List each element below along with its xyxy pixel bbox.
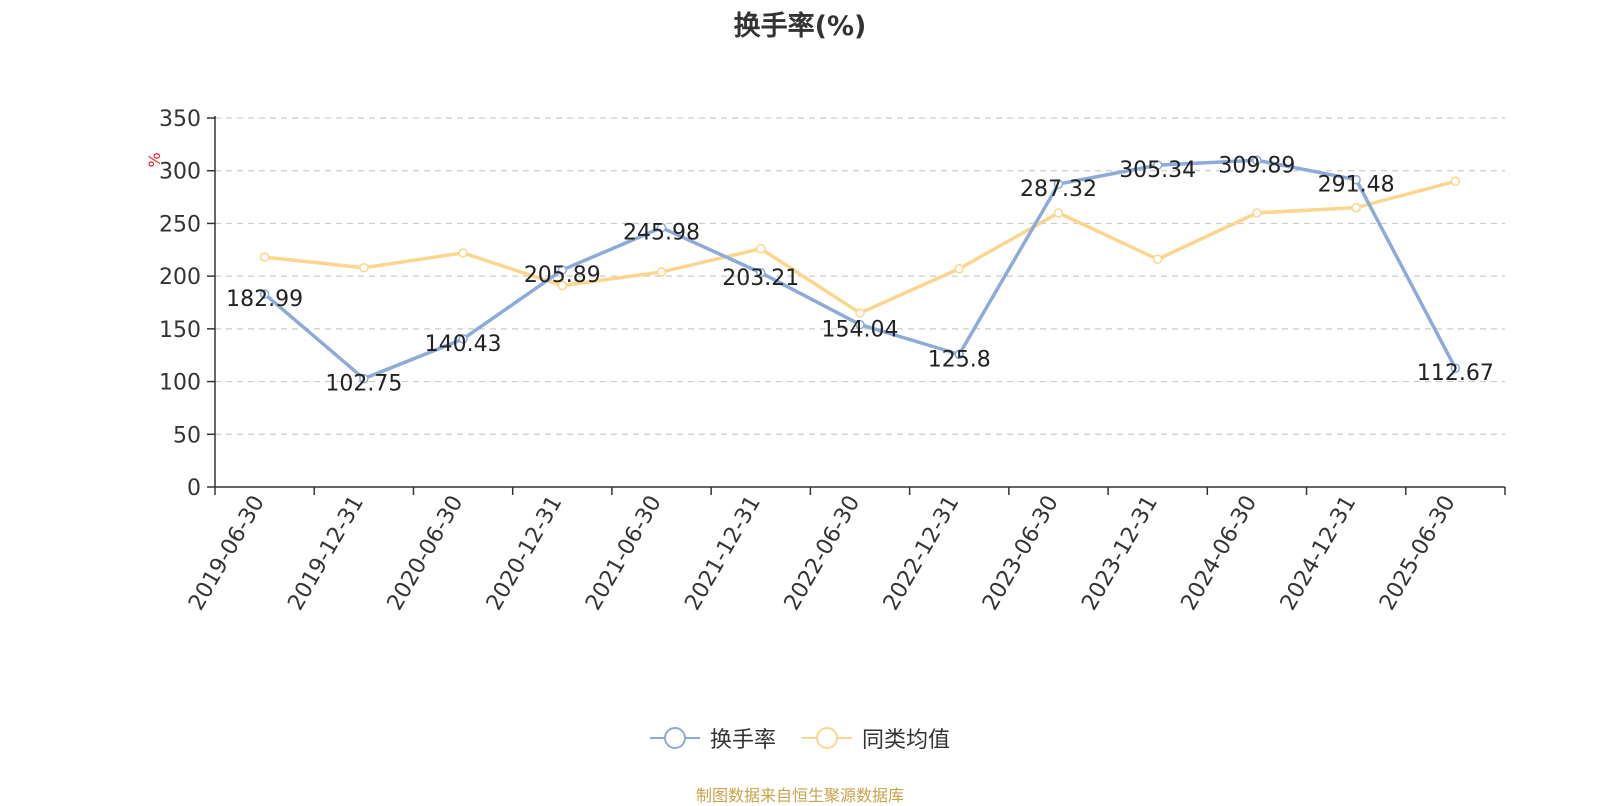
data-label: 112.67 (1417, 361, 1494, 386)
y-tick-label: 350 (159, 107, 201, 132)
series-point-0 (1053, 179, 1064, 189)
x-tick-label: 2021-06-30 (581, 492, 667, 615)
series-point-1 (359, 262, 369, 273)
series-point-0 (359, 373, 369, 384)
y-tick-label: 250 (159, 212, 201, 237)
legend-item-primary[interactable]: 换手率 (649, 722, 776, 754)
data-label: 245.98 (623, 221, 700, 246)
chart-title: 换手率(%) (733, 11, 867, 42)
y-tick-label: 150 (159, 318, 201, 343)
y-axis-label: % (145, 152, 164, 167)
axis-layer: 0 50 100 150 200 250 300 350% 2019-06-30 2019-12-… (145, 107, 1506, 615)
y-tick-label: 200 (159, 265, 201, 290)
series-point-1 (1152, 254, 1163, 265)
series-line-1 (262, 179, 1458, 315)
series-point-0 (1351, 174, 1361, 185)
legend-marker-primary-icon (649, 727, 700, 749)
line-chart: 0 50 100 150 200 250 300 350% 2019-06-30 2019-12-… (145, 107, 1506, 615)
x-tick-label: 2019-12-31 (283, 492, 369, 615)
series-point-0 (1252, 155, 1262, 166)
legend-circle-primary (663, 727, 686, 749)
series-point-1 (1252, 208, 1262, 218)
x-tick-label: 2020-06-30 (383, 491, 469, 614)
series-point-0 (756, 268, 766, 278)
legend-marker-secondary-icon (802, 727, 852, 749)
series-point-0 (557, 265, 568, 275)
series-point-1 (458, 248, 468, 258)
x-tick-label: 2019-06-30 (184, 492, 270, 615)
legend-item-secondary[interactable]: 同类均值 (802, 722, 950, 754)
series-point-1 (1053, 208, 1064, 218)
x-tick-label: 2022-06-30 (780, 492, 866, 615)
series-layer (259, 155, 1461, 384)
data-label: 182.99 (226, 287, 303, 312)
series-point-1 (656, 267, 667, 277)
grid-layer (215, 117, 1505, 435)
series-point-1 (259, 252, 270, 262)
data-label: 154.04 (822, 318, 899, 343)
data-label: 203.21 (722, 266, 799, 291)
x-tick-label: 2024-06-30 (1177, 492, 1263, 615)
x-tick-label: 2022-12-31 (879, 491, 965, 614)
y-tick-label: 50 (173, 423, 201, 448)
y-tick-label: 100 (159, 371, 201, 396)
x-tick-label: 2020-12-31 (482, 492, 568, 615)
x-tick-label: 2023-12-31 (1077, 492, 1163, 615)
data-label: 205.89 (524, 263, 601, 288)
legend: 换手率 同类均值 (0, 722, 1600, 754)
data-label: 305.34 (1119, 158, 1196, 183)
series-point-0 (1152, 160, 1163, 170)
legend-circle-secondary (816, 727, 838, 749)
data-label: 140.43 (425, 332, 502, 357)
data-label: 287.32 (1020, 177, 1097, 202)
y-tick-label: 300 (159, 160, 201, 185)
legend-label-secondary: 同类均值 (862, 728, 951, 753)
series-point-0 (954, 349, 964, 360)
series-point-0 (458, 334, 468, 344)
data-label: 291.48 (1318, 173, 1395, 198)
label-layer: 182.99 102.75 140.43 205.89 245.98 203.21 154.… (226, 153, 1494, 396)
x-tick-label: 2025-06-30 (1375, 492, 1461, 615)
series-point-0 (656, 222, 667, 233)
x-tick-label: 2024-12-31 (1276, 492, 1362, 615)
series-point-0 (1450, 363, 1461, 373)
y-tick-label: 0 (187, 476, 201, 501)
series-point-1 (557, 280, 568, 291)
data-label: 309.89 (1218, 153, 1295, 178)
series-point-1 (1351, 202, 1361, 213)
source-note: 制图数据来自恒生聚源数据库 (695, 786, 904, 805)
series-point-1 (855, 308, 865, 318)
legend-label-primary: 换手率 (709, 728, 776, 753)
series-point-1 (756, 243, 766, 254)
series-point-1 (1450, 176, 1461, 187)
series-point-0 (855, 319, 865, 330)
data-label: 102.75 (325, 372, 402, 397)
data-label: 125.8 (928, 347, 991, 372)
series-point-1 (954, 264, 964, 274)
x-tick-label: 2023-06-30 (978, 492, 1064, 615)
series-point-0 (259, 289, 270, 299)
x-tick-label: 2021-12-31 (680, 492, 766, 615)
